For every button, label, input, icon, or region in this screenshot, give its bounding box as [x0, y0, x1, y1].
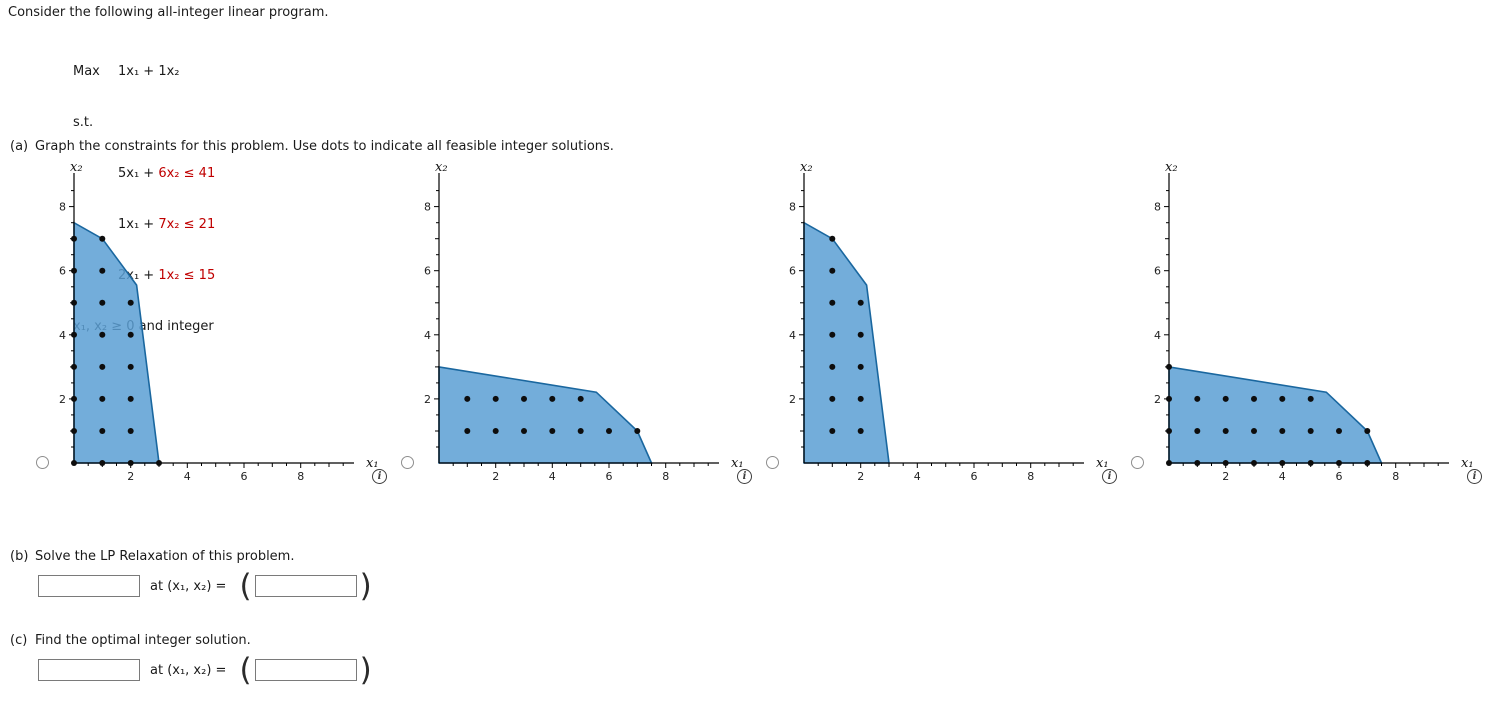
svg-text:4: 4 [1279, 470, 1286, 483]
svg-text:6: 6 [424, 265, 431, 278]
svg-text:4: 4 [1154, 329, 1161, 342]
integer-solution-objective-input[interactable] [38, 659, 140, 681]
svg-text:8: 8 [424, 201, 431, 214]
svg-text:4: 4 [424, 329, 431, 342]
constraint-3-rhs: 1x₂ ≤ 15 [158, 268, 216, 283]
subject-to-label: s.t. [73, 115, 94, 130]
svg-text:2: 2 [1222, 470, 1229, 483]
answer-b-mid-text: at (x₁, x₂) = [150, 578, 227, 594]
graph-option-1: 2 4 6 8 2 4 6 8 x₁ x₂ i [30, 160, 395, 515]
part-a: (a) Graph the constraints for this probl… [10, 139, 614, 154]
problem-intro: Consider the following all-integer linea… [8, 5, 329, 20]
part-c-label: (c) [10, 633, 28, 648]
graph-option-4: 2 4 6 8 2 4 6 8 x₁ x₂ i [1125, 160, 1490, 515]
constraint-2-rhs: 7x₂ ≤ 21 [158, 217, 216, 232]
part-c: (c) Find the optimal integer solution. [10, 633, 251, 648]
y-axis-label: x₂ [70, 163, 83, 175]
svg-text:4: 4 [914, 470, 921, 483]
info-icon-glyph: i [377, 471, 382, 482]
svg-text:2: 2 [857, 470, 864, 483]
svg-text:8: 8 [789, 201, 796, 214]
part-a-prompt: Graph the constraints for this problem. … [35, 139, 614, 154]
graph-option-2: 2 4 6 8 2 4 6 8 x₁ x₂ i [395, 160, 760, 515]
objective-keyword: Max [73, 64, 100, 79]
svg-text:8: 8 [297, 470, 304, 483]
x-axis-label: x₁ [1461, 456, 1474, 471]
open-paren: ( [239, 651, 252, 688]
svg-text:2: 2 [1154, 393, 1161, 406]
svg-text:8: 8 [1027, 470, 1034, 483]
info-icon-glyph: i [1472, 471, 1477, 482]
svg-text:8: 8 [1392, 470, 1399, 483]
objective-line: Max 1x₁ + 1x₂ [73, 63, 215, 80]
svg-text:6: 6 [606, 470, 613, 483]
svg-text:8: 8 [662, 470, 669, 483]
part-b-prompt: Solve the LP Relaxation of this problem. [35, 549, 295, 564]
graph-option-radio-3[interactable] [766, 456, 779, 469]
integer-solution-point-input[interactable] [254, 659, 357, 681]
open-paren: ( [239, 567, 252, 604]
answer-c-mid-text: at (x₁, x₂) = [150, 662, 227, 678]
svg-text:2: 2 [59, 393, 66, 406]
objective-expression: 1x₁ + 1x₂ [118, 64, 180, 79]
svg-text:4: 4 [184, 470, 191, 483]
graph-plot-4: 2 4 6 8 2 4 6 8 x₁ x₂ [1139, 160, 1481, 499]
part-b-label: (b) [10, 549, 29, 564]
svg-text:2: 2 [424, 393, 431, 406]
graph-option-radio-2[interactable] [401, 456, 414, 469]
graph-option-radio-4[interactable] [1131, 456, 1144, 469]
answer-row-c: at (x₁, x₂) = ( ) [38, 652, 375, 688]
svg-text:6: 6 [59, 265, 66, 278]
svg-text:6: 6 [1336, 470, 1343, 483]
x-axis-label: x₁ [731, 456, 744, 471]
svg-text:6: 6 [1154, 265, 1161, 278]
svg-text:6: 6 [241, 470, 248, 483]
close-paren: ) [359, 651, 372, 688]
lp-relaxation-objective-input[interactable] [38, 575, 140, 597]
svg-text:4: 4 [789, 329, 796, 342]
svg-text:4: 4 [549, 470, 556, 483]
part-c-prompt: Find the optimal integer solution. [35, 633, 251, 648]
constraint-1-lhs: 5x₁ + [118, 166, 159, 181]
svg-text:2: 2 [789, 393, 796, 406]
part-a-label: (a) [10, 139, 29, 154]
svg-text:4: 4 [59, 329, 66, 342]
lp-relaxation-point-input[interactable] [254, 575, 357, 597]
part-b: (b) Solve the LP Relaxation of this prob… [10, 549, 294, 564]
info-icon-3[interactable]: i [1102, 469, 1117, 484]
constraint-2: 1x₁ + 7x₂ ≤ 21 [73, 216, 215, 233]
constraint-2-lhs: 1x₁ + [118, 217, 159, 232]
graph-plot-1: 2 4 6 8 2 4 6 8 x₁ x₂ [44, 160, 386, 499]
info-icon-glyph: i [1107, 471, 1112, 482]
constraint-1-rhs: 6x₂ ≤ 41 [158, 166, 216, 181]
svg-text:2: 2 [492, 470, 499, 483]
svg-text:8: 8 [1154, 201, 1161, 214]
svg-text:2: 2 [127, 470, 134, 483]
info-icon-glyph: i [742, 471, 747, 482]
y-axis-label: x₂ [800, 163, 813, 175]
info-icon-4[interactable]: i [1467, 469, 1482, 484]
graph-plot-2: 2 4 6 8 2 4 6 8 x₁ x₂ [409, 160, 751, 499]
info-icon-1[interactable]: i [372, 469, 387, 484]
answer-row-b: at (x₁, x₂) = ( ) [38, 568, 375, 604]
y-axis-label: x₂ [435, 163, 448, 175]
x-axis-label: x₁ [366, 456, 379, 471]
graph-option-radio-1[interactable] [36, 456, 49, 469]
y-axis-label: x₂ [1165, 163, 1178, 175]
svg-text:8: 8 [59, 201, 66, 214]
info-icon-2[interactable]: i [737, 469, 752, 484]
graph-option-3: 2 4 6 8 2 4 6 8 x₁ x₂ i [760, 160, 1125, 515]
constraint-1: 5x₁ + 6x₂ ≤ 41 [73, 165, 215, 182]
close-paren: ) [359, 567, 372, 604]
graph-options: 2 4 6 8 2 4 6 8 x₁ x₂ i 2 4 6 8 2 4 6 8 x₁ x₂ i 2 4 6 8 2 4 6 8 x₁… [30, 160, 1494, 515]
svg-text:6: 6 [971, 470, 978, 483]
svg-text:6: 6 [789, 265, 796, 278]
x-axis-label: x₁ [1096, 456, 1109, 471]
graph-plot-3: 2 4 6 8 2 4 6 8 x₁ x₂ [774, 160, 1116, 499]
